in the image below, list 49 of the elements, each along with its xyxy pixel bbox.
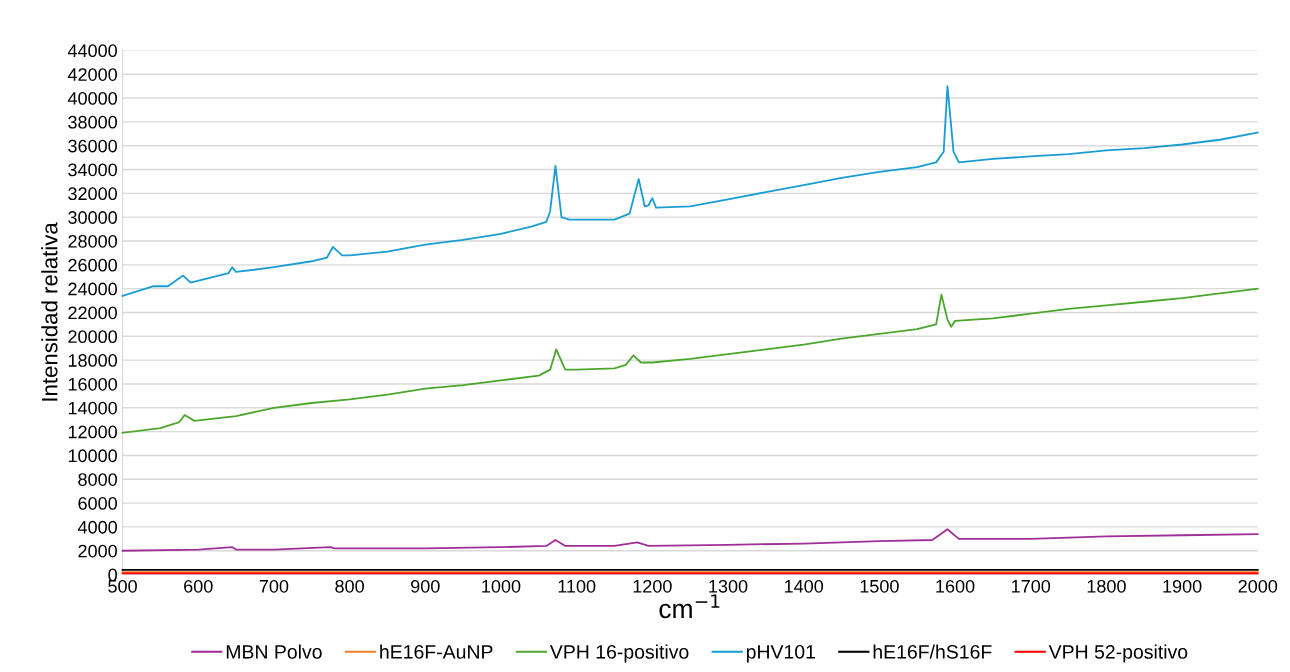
y-tick-label: 10000 <box>68 449 117 463</box>
x-tick-label: 1800 <box>1087 579 1126 593</box>
x-tick-label: 900 <box>411 579 440 593</box>
line-series <box>121 287 1259 434</box>
y-tick-label: 2000 <box>78 544 117 558</box>
y-tick-label: 42000 <box>67 68 117 81</box>
x-tick-label: 700 <box>259 579 289 593</box>
legend-label: VPH 52-positivo <box>1048 644 1188 663</box>
x-tick-label: 1300 <box>709 579 748 593</box>
y-tick-label: 24000 <box>68 282 117 296</box>
x-tick-label: 800 <box>335 579 364 593</box>
y-tick-label: 38000 <box>68 115 117 129</box>
x-tick-label: 1700 <box>1012 579 1051 593</box>
x-tick-label: 2000 <box>1238 579 1278 593</box>
y-tick-label: 8000 <box>78 473 117 486</box>
legend-label: hE16F/hS16F <box>873 644 992 659</box>
x-tick-label: 1100 <box>558 579 596 593</box>
x-tick-label: 1600 <box>936 579 975 593</box>
x-tick-label: 1900 <box>1163 579 1202 593</box>
x-tick-label: 1400 <box>784 579 824 593</box>
y-tick-label: 20000 <box>68 330 117 344</box>
legend-label: pHV101 <box>746 644 815 663</box>
y-tick-label: 14000 <box>68 401 117 415</box>
legend-label: hE16F-AuNP <box>380 644 493 659</box>
legend-label: VPH 16-positivo <box>549 644 689 663</box>
line-series <box>121 528 1259 552</box>
line-series <box>121 85 1259 297</box>
y-axis-title: Intensidad relativa <box>41 222 58 401</box>
y-tick-label: 28000 <box>68 234 117 248</box>
y-tick-label: 26000 <box>68 258 117 272</box>
x-axis-title: cm$^{−1}$ <box>659 594 720 619</box>
y-tick-label: 44000 <box>67 44 117 58</box>
y-tick-label: 30000 <box>68 211 117 224</box>
y-tick-label: 16000 <box>68 377 117 391</box>
y-tick-label: 6000 <box>78 497 117 510</box>
y-tick-label: 36000 <box>68 139 117 153</box>
y-tick-label: 22000 <box>68 306 117 320</box>
legend-label: MBN Polvo <box>226 644 322 659</box>
x-tick-label: 1500 <box>860 579 899 593</box>
x-tick-label: 500 <box>108 579 137 593</box>
x-tick-label: 1000 <box>482 579 521 593</box>
y-tick-label: 4000 <box>77 520 117 534</box>
x-tick-label: 1200 <box>633 579 672 593</box>
y-tick-label: 12000 <box>68 425 117 439</box>
y-tick-label: 34000 <box>68 163 117 177</box>
y-tick-label: 40000 <box>67 91 117 105</box>
y-tick-label: 18000 <box>68 354 117 367</box>
y-tick-label: 32000 <box>68 187 117 201</box>
x-tick-label: 600 <box>184 579 213 593</box>
